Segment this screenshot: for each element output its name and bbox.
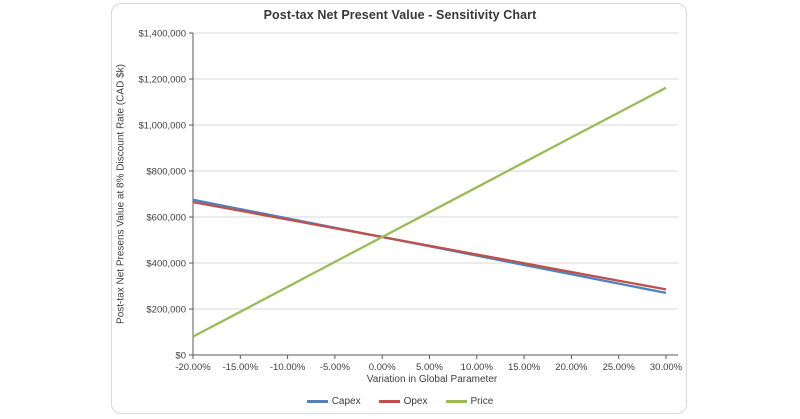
legend-label-price: Price: [470, 396, 494, 407]
legend-item-price: Price: [445, 396, 494, 407]
series-line-opex: [192, 200, 667, 291]
y-tick-label: $1,200,000: [138, 75, 186, 86]
x-tick-label: 0.00%: [369, 362, 396, 373]
x-tick-label: 10.00%: [461, 362, 494, 373]
chart-title: Post-tax Net Present Value - Sensitivity…: [263, 8, 537, 22]
x-tick-label: 5.00%: [416, 362, 443, 373]
legend-item-capex: Capex: [306, 396, 361, 407]
y-tick-label: $600,000: [146, 213, 186, 224]
y-tick-label: $800,000: [146, 167, 186, 178]
y-tick-label: $1,400,000: [138, 29, 186, 40]
chart-area-frame: [111, 3, 687, 414]
legend-label-opex: Opex: [403, 396, 428, 407]
y-tick-label: $0: [175, 351, 186, 362]
x-tick-label: -10.00%: [270, 362, 306, 373]
price-line-swatch-icon: [445, 400, 467, 403]
series-line-price: [192, 86, 667, 338]
capex-line-swatch-icon: [306, 400, 328, 403]
legend: Capex Opex Price: [112, 396, 688, 407]
y-tick-label: $400,000: [146, 259, 186, 270]
x-tick-label: 15.00%: [508, 362, 541, 373]
y-tick-label: $200,000: [146, 305, 186, 316]
x-tick-label: 20.00%: [555, 362, 588, 373]
x-tick-label: -15.00%: [223, 362, 259, 373]
x-tick-label: 30.00%: [650, 362, 683, 373]
x-tick-label: -20.00%: [175, 362, 211, 373]
legend-item-opex: Opex: [378, 396, 428, 407]
y-tick-label: $1,000,000: [138, 121, 186, 132]
x-tick-label: -5.00%: [320, 362, 351, 373]
legend-label-capex: Capex: [331, 396, 361, 407]
x-axis-title: Variation in Global Parameter: [366, 374, 498, 385]
opex-line-swatch-icon: [378, 400, 400, 403]
x-tick-label: 25.00%: [603, 362, 636, 373]
